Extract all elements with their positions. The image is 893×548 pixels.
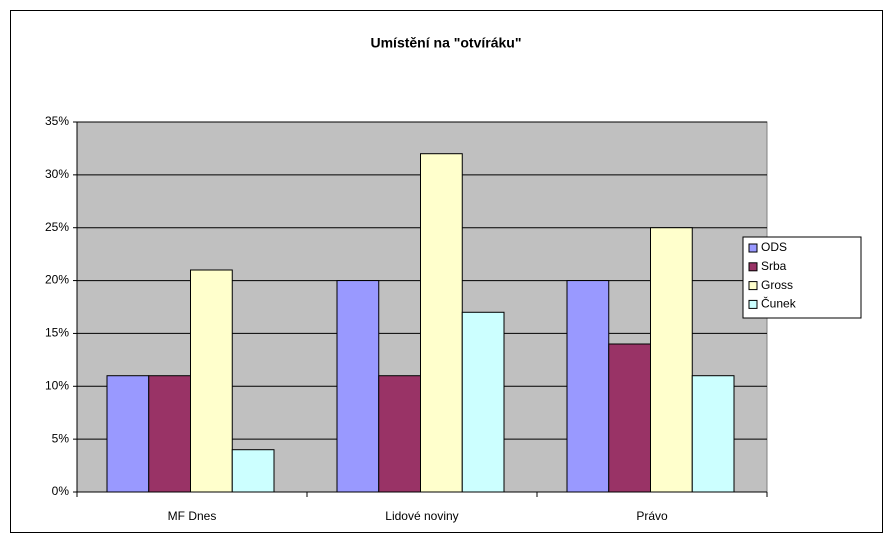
y-tick-label: 20% bbox=[45, 273, 69, 287]
legend-swatch bbox=[748, 281, 758, 291]
legend-label: Srba bbox=[761, 259, 787, 273]
bar bbox=[608, 343, 651, 493]
x-tick-label: MF Dnes bbox=[168, 509, 217, 523]
bar bbox=[420, 153, 463, 493]
y-tick-label: 0% bbox=[52, 484, 70, 498]
bar bbox=[378, 375, 421, 493]
legend-swatch bbox=[748, 243, 758, 253]
bar bbox=[566, 280, 610, 493]
bar bbox=[231, 449, 275, 493]
y-tick-label: 30% bbox=[45, 167, 69, 181]
bar bbox=[336, 280, 380, 493]
bar bbox=[691, 375, 735, 493]
legend-label: ODS bbox=[761, 240, 787, 254]
y-tick-label: 5% bbox=[52, 431, 70, 445]
legend-label: Gross bbox=[761, 278, 793, 292]
bar bbox=[650, 227, 693, 493]
x-tick-label: Lidové noviny bbox=[385, 509, 458, 523]
bar bbox=[106, 375, 150, 493]
y-tick-label: 35% bbox=[45, 114, 69, 128]
x-tick-label: Právo bbox=[636, 509, 668, 523]
y-tick-label: 25% bbox=[45, 220, 69, 234]
chart-title: Umístění na "otvíráku" bbox=[371, 35, 522, 51]
legend-box bbox=[742, 236, 862, 319]
bar bbox=[461, 311, 505, 493]
legend-swatch bbox=[748, 299, 758, 309]
y-tick-label: 15% bbox=[45, 326, 69, 340]
y-tick-label: 10% bbox=[45, 378, 69, 392]
bar bbox=[190, 269, 233, 493]
legend-swatch bbox=[748, 262, 758, 272]
legend-label: Čunek bbox=[761, 296, 797, 311]
bar bbox=[148, 375, 191, 493]
